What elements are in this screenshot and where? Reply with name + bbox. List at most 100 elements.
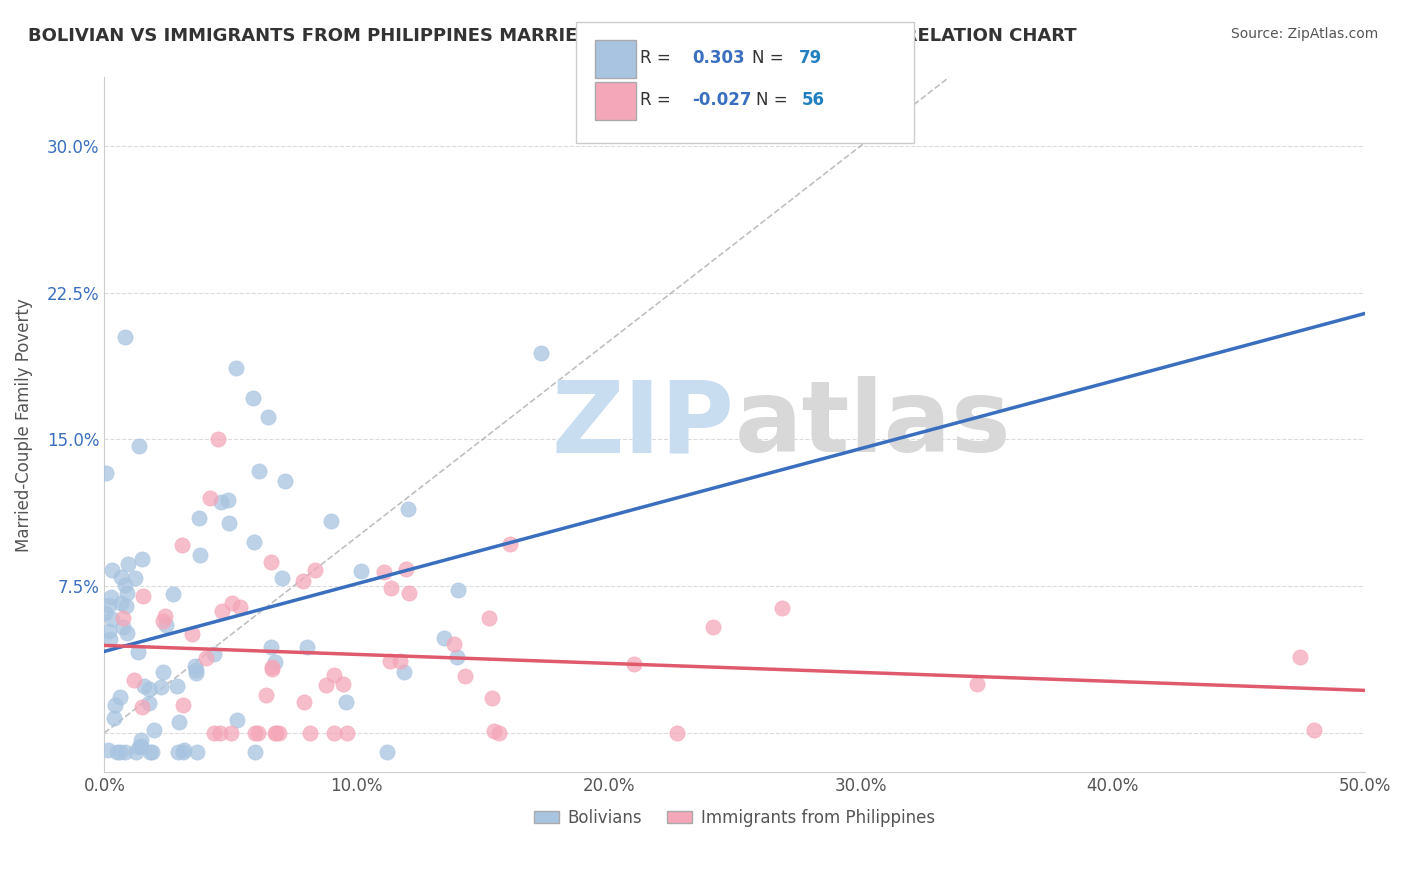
Point	[101, 563, 124, 577]
Point	[242, 392, 264, 406]
Point	[262, 660, 284, 674]
Point	[150, 680, 173, 694]
Point	[128, 439, 150, 453]
Point	[187, 510, 209, 524]
Point	[1303, 723, 1326, 738]
Point	[184, 659, 207, 673]
Point	[138, 681, 160, 696]
Point	[530, 346, 553, 360]
Point	[321, 514, 343, 528]
Point	[98, 624, 121, 638]
Legend: Bolivians, Immigrants from Philippines: Bolivians, Immigrants from Philippines	[527, 802, 942, 833]
Point	[186, 664, 208, 678]
Point	[117, 557, 139, 571]
Point	[124, 571, 146, 585]
Point	[218, 516, 240, 531]
Point	[202, 726, 225, 740]
Point	[256, 410, 278, 425]
Text: 56: 56	[801, 91, 824, 109]
Point	[217, 493, 239, 508]
Point	[207, 433, 229, 447]
Text: Source: ZipAtlas.com: Source: ZipAtlas.com	[1230, 27, 1378, 41]
Point	[115, 586, 138, 600]
Point	[209, 495, 232, 509]
Point	[389, 654, 412, 668]
Point	[242, 534, 264, 549]
Point	[488, 726, 510, 740]
Point	[266, 726, 288, 740]
Point	[172, 746, 194, 760]
Point	[380, 581, 402, 595]
Point	[396, 501, 419, 516]
Point	[100, 632, 122, 646]
Point	[152, 665, 174, 679]
Point	[152, 615, 174, 629]
Point	[498, 537, 520, 551]
Point	[336, 726, 359, 740]
Point	[195, 651, 218, 665]
Point	[131, 552, 153, 566]
Point	[243, 726, 266, 740]
Point	[249, 464, 271, 478]
Point	[128, 740, 150, 755]
Point	[114, 330, 136, 344]
Point	[666, 726, 689, 740]
Point	[166, 679, 188, 693]
Point	[394, 665, 416, 679]
Point	[188, 548, 211, 562]
Point	[323, 668, 346, 682]
Point	[273, 474, 295, 488]
Point	[97, 743, 120, 757]
Point	[167, 746, 190, 760]
Point	[108, 690, 131, 704]
Point	[110, 570, 132, 584]
Text: atlas: atlas	[734, 376, 1011, 474]
Point	[702, 620, 724, 634]
Point	[111, 611, 134, 625]
Point	[623, 657, 645, 672]
Point	[129, 739, 152, 753]
Point	[98, 599, 121, 613]
Point	[478, 611, 501, 625]
Point	[446, 650, 468, 665]
Point	[172, 538, 194, 552]
Point	[103, 711, 125, 725]
Point	[299, 726, 322, 740]
Point	[115, 625, 138, 640]
Point	[322, 726, 344, 740]
Point	[256, 688, 278, 702]
Point	[132, 679, 155, 693]
Point	[108, 746, 131, 760]
Point	[169, 715, 191, 730]
Point	[112, 620, 135, 634]
Text: N =: N =	[756, 91, 793, 109]
Point	[966, 677, 988, 691]
Text: R =: R =	[640, 49, 676, 67]
Point	[225, 360, 247, 375]
Point	[267, 725, 290, 739]
Point	[304, 563, 326, 577]
Point	[378, 655, 401, 669]
Point	[173, 743, 195, 757]
Point	[260, 555, 283, 569]
Text: ZIP: ZIP	[551, 376, 734, 474]
Point	[271, 571, 294, 585]
Point	[454, 669, 477, 683]
Point	[101, 612, 124, 626]
Point	[110, 596, 132, 610]
Point	[202, 647, 225, 661]
Point	[125, 746, 148, 760]
Text: N =: N =	[752, 49, 789, 67]
Y-axis label: Married-Couple Family Poverty: Married-Couple Family Poverty	[15, 298, 32, 551]
Point	[375, 746, 398, 760]
Point	[138, 696, 160, 710]
Point	[122, 673, 145, 687]
Point	[104, 698, 127, 713]
Point	[373, 565, 395, 579]
Point	[107, 746, 129, 760]
Text: -0.027: -0.027	[692, 91, 751, 109]
Point	[264, 726, 287, 740]
Point	[100, 590, 122, 604]
Point	[263, 655, 285, 669]
Point	[229, 599, 252, 614]
